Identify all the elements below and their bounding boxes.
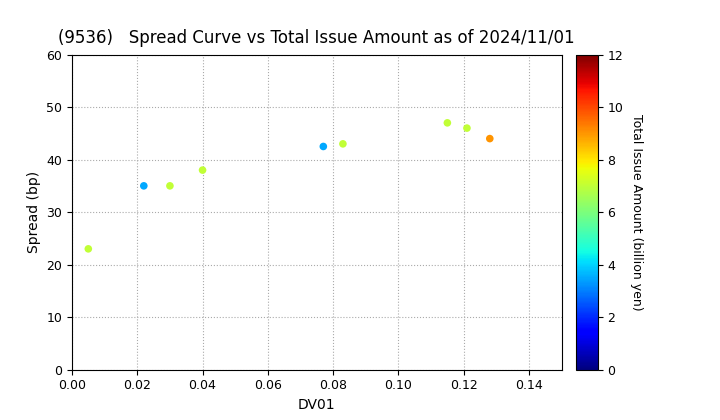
Y-axis label: Total Issue Amount (billion yen): Total Issue Amount (billion yen) xyxy=(630,114,643,310)
X-axis label: DV01: DV01 xyxy=(298,398,336,412)
Point xyxy=(164,182,176,189)
Point xyxy=(337,140,348,147)
Point xyxy=(484,135,495,142)
Point xyxy=(462,125,473,131)
Y-axis label: Spread (bp): Spread (bp) xyxy=(27,171,41,253)
Point xyxy=(138,182,150,189)
Point xyxy=(441,119,453,126)
Point xyxy=(197,167,208,173)
Title: (9536)   Spread Curve vs Total Issue Amount as of 2024/11/01: (9536) Spread Curve vs Total Issue Amoun… xyxy=(58,29,575,47)
Point xyxy=(318,143,329,150)
Point xyxy=(83,245,94,252)
